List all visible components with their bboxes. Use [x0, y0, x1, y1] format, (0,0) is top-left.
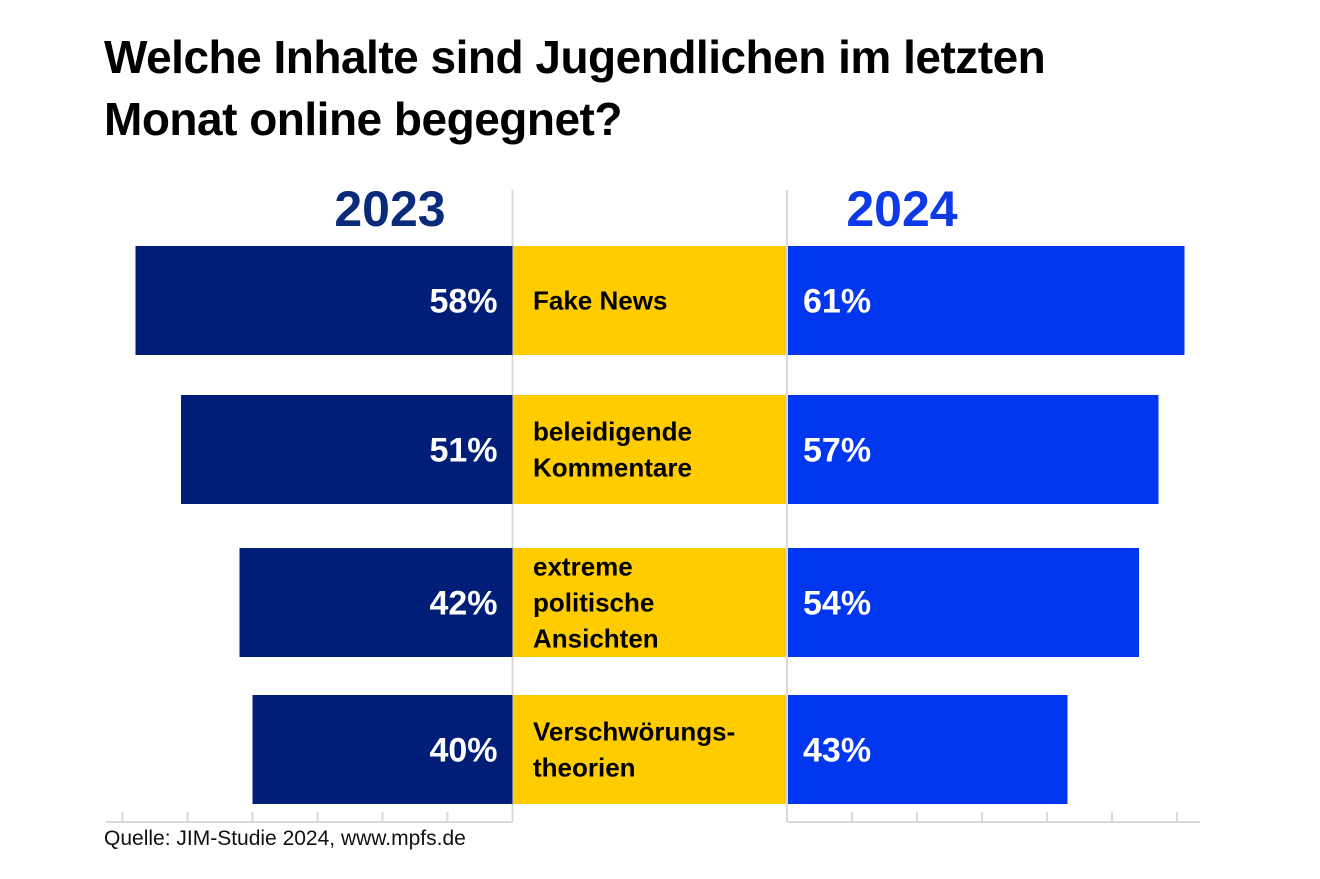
- bar-2023: [239, 548, 513, 657]
- category-label: Ansichten: [533, 624, 659, 654]
- series-header-2024: 2024: [846, 181, 957, 237]
- bar-2024: [788, 246, 1185, 355]
- bar-2023: [135, 246, 513, 355]
- category-label: beleidigende: [533, 417, 692, 447]
- bars: 58% Fake News 61% 51% beleidigende Kommentare…: [135, 246, 1185, 804]
- series-header-2023: 2023: [334, 181, 445, 237]
- category-label: Kommentare: [533, 453, 692, 483]
- value-label-2024: 57%: [803, 432, 871, 470]
- category-label: theorien: [533, 753, 636, 783]
- value-label-2024: 61%: [803, 283, 871, 321]
- value-label-2023: 51%: [429, 432, 497, 470]
- source-note: Quelle: JIM-Studie 2024, www.mpfs.de: [104, 827, 466, 850]
- category-label: Fake News: [533, 286, 667, 316]
- bar-2024: [788, 548, 1139, 657]
- category-band: [513, 246, 786, 355]
- category-label: politische: [533, 588, 654, 618]
- bar-2024: [788, 695, 1068, 804]
- value-label-2024: 43%: [803, 732, 871, 770]
- bar-2023: [181, 395, 513, 504]
- category-label: Verschwörungs-: [533, 717, 735, 747]
- bar-2024: [788, 395, 1159, 504]
- category-band: [513, 695, 786, 804]
- value-label-2023: 58%: [429, 283, 497, 321]
- value-label-2023: 42%: [429, 585, 497, 623]
- category-band: [513, 395, 786, 504]
- value-label-2023: 40%: [429, 732, 497, 770]
- bar-2023: [252, 695, 513, 804]
- category-label: extreme: [533, 552, 633, 582]
- category-band: [513, 548, 786, 657]
- chart-title: Welche Inhalte sind Jugendlichen im letz…: [104, 31, 1046, 145]
- value-label-2024: 54%: [803, 585, 871, 623]
